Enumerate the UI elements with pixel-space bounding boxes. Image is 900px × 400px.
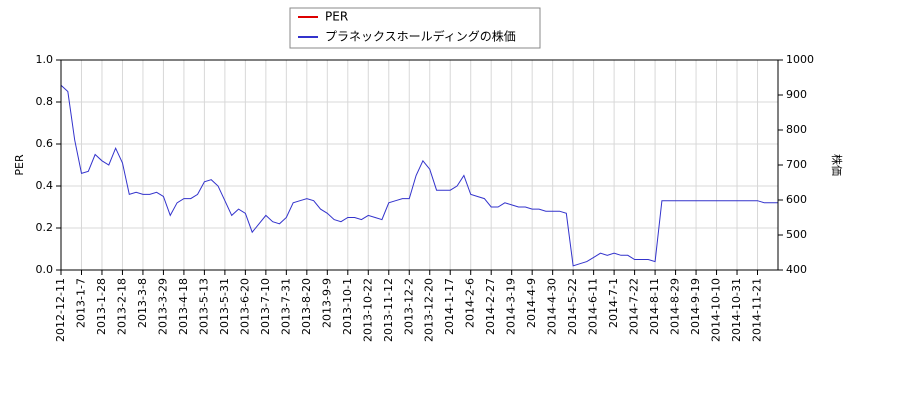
x-tick-label: 2013-1-7 (74, 278, 87, 328)
x-tick-label: 2013-5-31 (218, 278, 231, 335)
y2-tick-label: 800 (786, 123, 807, 136)
y-tick-label: 0.2 (36, 221, 54, 234)
x-tick-label: 2013-3-29 (156, 278, 169, 335)
x-tick-label: 2014-1-17 (443, 278, 456, 335)
x-tick-label: 2014-2-6 (464, 278, 477, 328)
x-tick-label: 2013-6-20 (238, 278, 251, 335)
x-tick-label: 2013-12-20 (423, 278, 436, 342)
y2-tick-label: 500 (786, 228, 807, 241)
x-tick-label: 2014-6-11 (587, 278, 600, 335)
y-tick-label: 0.0 (36, 263, 54, 276)
y2-tick-label: 1000 (786, 53, 814, 66)
y2-tick-label: 400 (786, 263, 807, 276)
y2-tick-label: 900 (786, 88, 807, 101)
plot-frame (60, 59, 779, 271)
price-line (60, 84, 778, 267)
x-tick-label: 2013-8-20 (300, 278, 313, 335)
x-tick-label: 2014-5-22 (566, 278, 579, 335)
legend-label: プラネックスホールディングの株価 (325, 29, 516, 44)
x-tick-label: 2013-12-2 (402, 278, 415, 335)
y2-tick-label: 600 (786, 193, 807, 206)
x-tick-label: 2014-8-11 (648, 278, 661, 335)
x-tick-label: 2013-1-28 (95, 278, 108, 335)
x-tick-label: 2014-2-27 (484, 278, 497, 335)
y-tick-label: 1.0 (36, 53, 54, 66)
x-tick-label: 2013-9-9 (320, 278, 333, 328)
y-tick-label: 0.4 (36, 179, 54, 192)
x-tick-label: 2013-4-18 (177, 278, 190, 335)
x-tick-label: 2012-12-11 (54, 278, 67, 342)
y-tick-label: 0.8 (36, 95, 54, 108)
y2-axis-label: 株価 (830, 154, 844, 176)
x-tick-label: 2013-10-22 (361, 278, 374, 342)
x-tick-label: 2013-11-12 (382, 278, 395, 342)
x-tick-label: 2013-5-13 (197, 278, 210, 335)
x-tick-label: 2013-7-10 (259, 278, 272, 335)
x-tick-label: 2014-4-30 (546, 278, 559, 335)
y2-tick-label: 700 (786, 158, 807, 171)
x-tick-label: 2014-3-19 (505, 278, 518, 335)
x-tick-label: 2014-9-19 (689, 278, 702, 335)
x-tick-label: 2013-7-31 (279, 278, 292, 335)
x-tick-label: 2014-7-22 (628, 278, 641, 335)
x-tick-label: 2014-10-31 (730, 278, 743, 342)
legend-label: PER (325, 10, 348, 24)
x-tick-label: 2013-2-18 (115, 278, 128, 335)
x-tick-label: 2014-7-1 (607, 278, 620, 328)
y-axis-label: PER (13, 154, 26, 176)
x-tick-label: 2014-11-21 (751, 278, 764, 342)
y-tick-label: 0.6 (36, 137, 54, 150)
plot-frame (60, 59, 779, 271)
legend (289, 7, 541, 49)
x-tick-label: 2014-10-10 (710, 278, 723, 342)
x-tick-label: 2014-4-9 (525, 278, 538, 328)
x-tick-label: 2013-10-1 (341, 278, 354, 335)
x-tick-label: 2013-3-8 (136, 278, 149, 328)
x-tick-label: 2014-8-29 (669, 278, 682, 335)
